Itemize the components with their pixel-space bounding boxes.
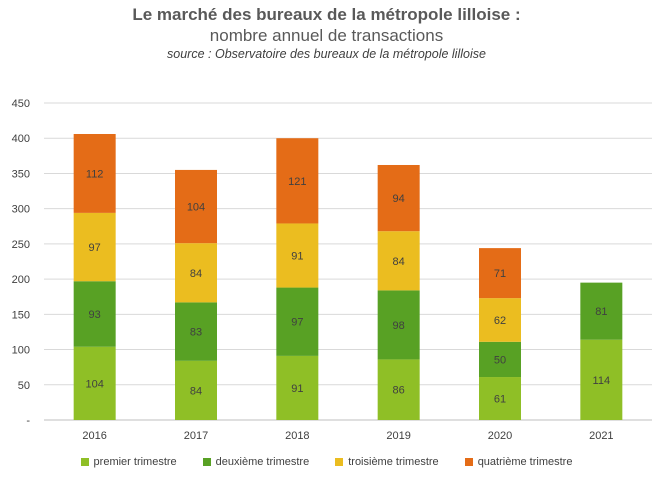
bar-segment [479, 248, 521, 299]
data-label: 112 [86, 168, 104, 180]
data-label: 71 [494, 268, 506, 280]
bar-segment [580, 282, 623, 340]
data-label: 98 [393, 320, 405, 332]
legend-item-q2: deuxième trimestre [202, 456, 310, 468]
bar-segment [377, 164, 420, 232]
bar-segment [377, 359, 420, 420]
data-label: 121 [288, 176, 306, 188]
x-tick-label: 2019 [386, 430, 410, 442]
data-label: 84 [190, 385, 202, 397]
legend-swatch-q2 [202, 458, 211, 466]
legend-item-q4: quatrième trimestre [464, 456, 573, 468]
bar-segment [73, 281, 116, 347]
chart-source: source : Observatoire des bureaux de la … [167, 47, 486, 61]
bar-segment [73, 133, 116, 213]
chart-title-block: Le marché des bureaux de la métropole li… [0, 4, 653, 63]
y-tick-label: 250 [12, 239, 30, 251]
data-label: 104 [187, 202, 205, 214]
legend-item-q1: premier trimestre [80, 456, 177, 468]
bar-segment [479, 377, 521, 420]
y-tick-label: - [26, 415, 30, 427]
bar-segment [377, 231, 420, 291]
data-label: 62 [494, 315, 506, 327]
data-label: 84 [393, 256, 405, 268]
bar-segment [580, 339, 623, 420]
x-tick-label: 2018 [285, 430, 309, 442]
data-label: 83 [190, 327, 202, 339]
bar-segment [175, 360, 217, 420]
data-label: 104 [85, 378, 103, 390]
data-label: 86 [393, 385, 405, 397]
bar-segment [479, 298, 521, 342]
bar-segment [276, 223, 319, 288]
y-tick-label: 300 [12, 204, 30, 216]
bar-segment [377, 290, 420, 360]
legend-label-q3: troisième trimestre [348, 456, 439, 468]
data-label: 97 [89, 242, 101, 254]
legend-item-q3: troisième trimestre [335, 456, 439, 468]
data-label: 94 [393, 193, 405, 205]
bar-segment [73, 212, 116, 282]
x-tick-label: 2021 [589, 430, 613, 442]
x-tick-label: 2020 [488, 430, 512, 442]
data-label: 97 [291, 317, 303, 329]
legend-label-q4: quatrième trimestre [477, 456, 573, 468]
data-label: 91 [291, 383, 303, 395]
bar-segment [73, 346, 116, 420]
legend-label-q2: deuxième trimestre [215, 456, 310, 468]
legend-swatch-q4 [464, 458, 473, 466]
bar-segment [276, 287, 319, 356]
bar-segment [276, 355, 319, 420]
legend-label-q1: premier trimestre [93, 456, 177, 468]
y-tick-label: 200 [12, 274, 30, 286]
data-label: 61 [494, 394, 506, 406]
data-label: 91 [291, 251, 303, 263]
bar-segment [175, 243, 217, 303]
legend-swatch-q3 [335, 458, 344, 466]
y-tick-label: 100 [12, 345, 30, 357]
y-tick-label: 400 [12, 133, 30, 145]
y-tick-label: 50 [18, 380, 30, 392]
legend-swatch-q1 [80, 458, 89, 466]
chart-legend: premier trimestre deuxième trimestre tro… [0, 456, 653, 468]
chart-subtitle: nombre annuel de transactions [209, 26, 444, 45]
bar-segment [175, 302, 217, 361]
bar-segment [276, 138, 319, 224]
y-tick-label: 450 [12, 98, 30, 110]
bar-segment [175, 169, 217, 244]
x-tick-label: 2016 [82, 430, 106, 442]
y-tick-label: 350 [12, 168, 30, 180]
data-label: 84 [190, 268, 202, 280]
data-label: 114 [593, 375, 611, 387]
bar-segment [479, 341, 521, 378]
data-label: 93 [89, 309, 101, 321]
chart-title: Le marché des bureaux de la métropole li… [132, 5, 521, 24]
y-tick-label: 150 [12, 309, 30, 321]
data-label: 81 [595, 306, 607, 318]
data-label: 50 [494, 354, 506, 366]
x-tick-label: 2017 [184, 430, 208, 442]
